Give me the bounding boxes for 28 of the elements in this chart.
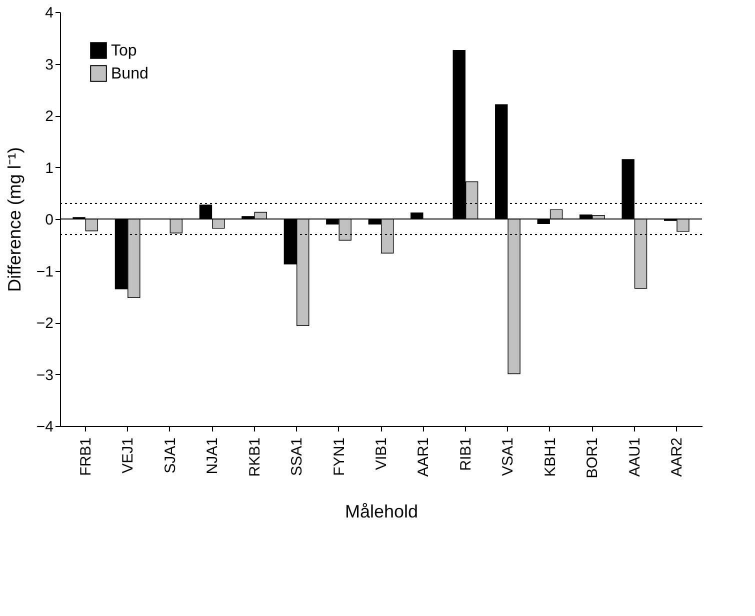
x-tick-label: FRB1 — [77, 438, 94, 476]
x-tick-label: VEJ1 — [120, 438, 137, 474]
x-tick-label: AAU1 — [626, 438, 644, 477]
x-tick-label: RIB1 — [457, 438, 474, 471]
y-tick-label: 3 — [45, 56, 54, 74]
x-tick-label: KBH1 — [542, 438, 559, 477]
x-tick-label: AAR1 — [415, 438, 432, 477]
y-tick-label: 1 — [45, 160, 54, 177]
y-tick-label: 4 — [45, 4, 54, 22]
y-axis-title: Difference (mg l⁻¹) — [4, 147, 24, 292]
y-tick-label: −1 — [36, 263, 54, 280]
y-tick-label: 0 — [45, 212, 54, 228]
y-tick-label: −3 — [36, 366, 54, 384]
x-tick-label: SSA1 — [288, 438, 306, 476]
y-tick-label: −4 — [36, 418, 54, 436]
x-tick-label: BOR1 — [584, 438, 602, 478]
x-tick-label: FYN1 — [330, 438, 348, 476]
x-tick-label: VIB1 — [373, 438, 390, 470]
x-tick-label: AAR2 — [668, 438, 686, 477]
x-tick-label: SJA1 — [162, 438, 179, 474]
legend-label: Top — [111, 42, 137, 60]
x-tick-label: RKB1 — [246, 438, 264, 477]
legend-label: Bund — [111, 66, 148, 82]
y-tick-label: 2 — [45, 108, 54, 125]
x-tick-label: NJA1 — [204, 438, 222, 474]
x-tick-label: VSA1 — [500, 438, 517, 476]
x-axis-title: Målehold — [344, 501, 418, 522]
y-tick-label: −2 — [36, 315, 54, 332]
